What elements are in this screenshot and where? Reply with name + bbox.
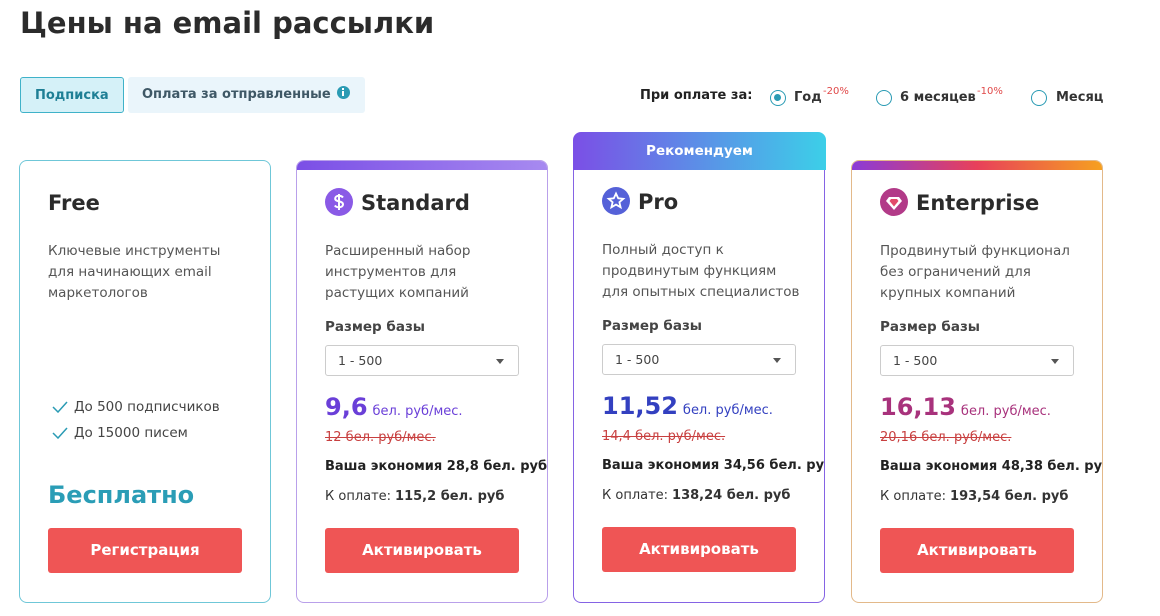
base-select[interactable]: 1 - 500 (880, 345, 1074, 376)
action-button[interactable]: Активировать (602, 527, 796, 572)
radio-label[interactable]: Год (794, 90, 822, 105)
savings: Ваша экономия 34,56 бел. руб (602, 458, 825, 473)
tab[interactable]: Оплата за отправленные (128, 77, 365, 113)
old-price: 14,4 бел. руб/мес. (602, 429, 726, 444)
radio-label[interactable]: 6 месяцев (900, 90, 976, 105)
base-label: Размер базы (602, 318, 702, 334)
plan-name: Free (48, 189, 100, 217)
badge: Рекомендуем (573, 132, 826, 170)
total-value: 138,24 бел. руб (672, 488, 791, 503)
radio-label[interactable]: Месяц (1056, 90, 1104, 105)
plan-card: Standard Расширенный набор инструментов д… (296, 160, 548, 603)
plan-description: Продвинутый функционал без ограничений д… (880, 243, 1070, 301)
total-label: К оплате: (880, 489, 947, 504)
discount: -20% (823, 86, 849, 97)
price-unit: бел. руб/мес. (960, 404, 1051, 419)
accent-bar (852, 161, 1102, 170)
total-label: К оплате: (325, 489, 392, 504)
price: 11,52 бел. руб/мес. (602, 392, 773, 420)
total-label: К оплате: (602, 488, 669, 503)
page-title: Цены на email рассылки (20, 6, 435, 40)
plan-description: Полный доступ к продвинутым функциям для… (602, 242, 800, 300)
total: К оплате: 115,2 бел. руб (325, 489, 504, 504)
price-unit: бел. руб/мес. (682, 403, 773, 418)
plan-name-text: Standard (361, 191, 470, 215)
action-button[interactable]: Активировать (880, 528, 1074, 573)
total-value: 115,2 бел. руб (395, 489, 505, 504)
price-value: 9,6 (325, 393, 368, 421)
plan-name: Standard (325, 188, 470, 218)
plan-name: Pro (602, 187, 679, 217)
plan-card: Pro Полный доступ к продвинутым функциям … (573, 170, 825, 603)
price-unit: бел. руб/мес. (372, 404, 463, 419)
discount: -10% (977, 86, 1003, 97)
action-button[interactable]: Активировать (325, 528, 519, 573)
plan-description: Расширенный набор инструментов для расту… (325, 243, 471, 301)
plan-icon (880, 188, 908, 216)
base-label: Размер базы (325, 319, 425, 335)
feature-text: До 500 подписчиков (74, 399, 220, 415)
plan-card: Enterprise Продвинутый функционал без огр… (851, 160, 1103, 603)
price-value: 16,13 (880, 393, 956, 421)
total: К оплате: 193,54 бел. руб (880, 489, 1068, 504)
radio-button[interactable] (1031, 90, 1047, 106)
price: 9,6 бел. руб/мес. (325, 393, 463, 421)
total-value: 193,54 бел. руб (950, 489, 1069, 504)
total: К оплате: 138,24 бел. руб (602, 488, 790, 503)
plan-description: Ключевые инструменты для начинающих emai… (48, 243, 221, 301)
check-icon (52, 401, 68, 414)
price-value: 11,52 (602, 392, 678, 420)
radio-button[interactable] (876, 90, 892, 106)
check-icon (52, 427, 68, 440)
billing-label: При оплате за: (640, 88, 753, 103)
plan-name: Enterprise (880, 188, 1040, 218)
price: Бесплатно (48, 481, 195, 509)
base-select[interactable]: 1 - 500 (602, 344, 796, 375)
plan-icon (325, 188, 353, 216)
feature: До 500 подписчиков (52, 399, 220, 415)
old-price: 20,16 бел. руб/мес. (880, 430, 1012, 445)
radio-button[interactable] (770, 90, 786, 106)
plan-card: Free Ключевые инструменты для начинающих … (19, 160, 271, 603)
plan-name-text: Free (48, 191, 100, 215)
action-button[interactable]: Регистрация (48, 528, 242, 573)
feature-text: До 15000 писем (74, 425, 188, 441)
feature: До 15000 писем (52, 425, 188, 441)
accent-bar (297, 161, 547, 170)
tab-label: Оплата за отправленные (142, 87, 331, 102)
savings: Ваша экономия 28,8 бел. руб (325, 459, 548, 474)
plan-name-text: Enterprise (916, 191, 1040, 215)
tab-label: Подписка (35, 88, 109, 103)
savings: Ваша экономия 48,38 бел. руб (880, 459, 1103, 474)
base-label: Размер базы (880, 319, 980, 335)
info-icon[interactable] (336, 86, 350, 99)
plan-icon (602, 187, 630, 215)
price: 16,13 бел. руб/мес. (880, 393, 1051, 421)
old-price: 12 бел. руб/мес. (325, 430, 436, 445)
base-select[interactable]: 1 - 500 (325, 345, 519, 376)
plan-name-text: Pro (638, 190, 679, 214)
tab[interactable]: Подписка (20, 77, 124, 113)
